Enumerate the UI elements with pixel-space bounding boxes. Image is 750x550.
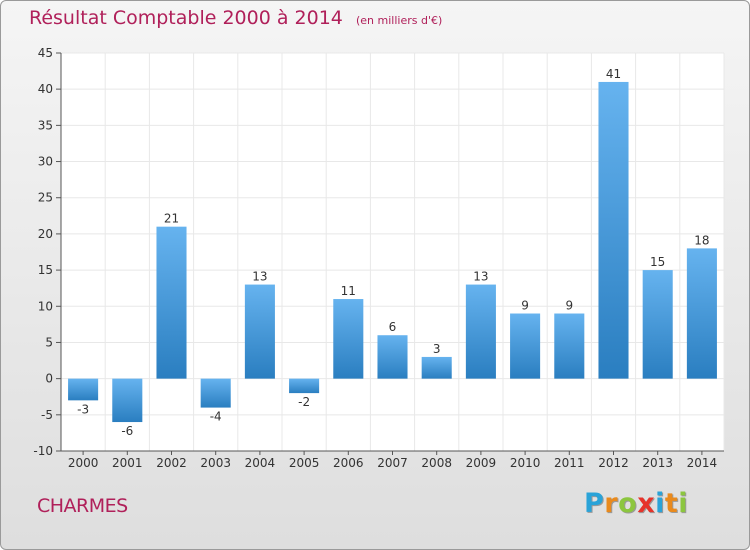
title-row: Résultat Comptable 2000 à 2014 (en milli… [29,7,442,29]
y-tick-label: -10 [33,444,53,458]
bar-2014 [686,248,717,379]
x-tick-label: 2014 [687,456,718,470]
value-label-2011: 9 [565,299,573,313]
axis-layer: -10 -5 0 5 10 15 20 25 30 35 40 45 2000 2001 2002 2003 2… [33,46,724,470]
y-tick-label: 30 [38,155,53,169]
value-label-2006: 11 [341,284,356,298]
y-tick-label: 35 [38,118,53,132]
y-tick-label: 20 [38,227,53,241]
value-label-2001: -6 [121,424,133,438]
bar-2006 [333,299,364,379]
logo-letter: x [637,488,656,519]
logo-letter: r [604,488,619,519]
y-tick-label: 10 [38,299,53,313]
value-label-2009: 13 [473,270,488,284]
x-tick-label: 2012 [598,456,629,470]
value-label-2004: 13 [252,270,267,284]
proxiti-logo: Proxiti [584,488,688,519]
bar-2011 [554,313,585,379]
logo-letter: o [618,488,638,519]
logo-letter: i [678,488,689,519]
x-tick-label: 2006 [333,456,364,470]
y-tick-label: 15 [38,263,53,277]
chart-title: Résultat Comptable 2000 à 2014 [29,7,343,29]
bar-2004 [244,284,275,379]
chart-subtitle: (en milliers d'€) [355,14,443,27]
bar-2009 [465,284,496,379]
bar-2013 [642,270,673,379]
bar-2003 [200,378,231,408]
value-label-2010: 9 [521,299,529,313]
x-tick-label: 2000 [68,456,99,470]
bar-2008 [421,356,452,379]
x-tick-label: 2008 [421,456,452,470]
x-tick-label: 2003 [200,456,231,470]
value-label-2014: 18 [694,233,709,247]
x-tick-label: 2013 [642,456,673,470]
x-tick-label: 2010 [510,456,541,470]
x-tick-label: 2002 [156,456,187,470]
y-tick-label: 0 [45,372,53,386]
value-label-2005: -2 [298,395,310,409]
x-tick-label: 2001 [112,456,143,470]
value-label-2002: 21 [164,212,179,226]
bar-2010 [510,313,541,379]
bar-2001 [112,378,143,423]
value-label-2003: -4 [210,410,222,424]
y-tick-label: 45 [38,46,53,60]
value-label-2007: 6 [389,320,397,334]
y-tick-label: 5 [45,335,53,349]
y-tick-label: -5 [41,408,53,422]
x-tick-label: 2007 [377,456,408,470]
value-label-2012: 41 [606,67,621,81]
bar-layer [68,81,717,423]
bar-2005 [289,378,320,394]
value-label-2008: 3 [433,342,441,356]
x-tick-label: 2005 [289,456,320,470]
bar-2000 [68,378,99,401]
x-tick-label: 2011 [554,456,585,470]
bar-2007 [377,335,408,379]
y-tick-label: 25 [38,191,53,205]
label-layer: -3 -6 21 -4 13 -2 11 6 3 13 9 9 41 15 18 [77,67,709,438]
x-tick-label: 2009 [466,456,497,470]
bar-2012 [598,81,629,379]
y-tick-label: 40 [38,82,53,96]
logo-letter: i [655,488,665,519]
value-label-2000: -3 [77,402,89,416]
bar-2002 [156,226,187,379]
logo-letter: t [664,488,679,519]
value-label-2013: 15 [650,255,665,269]
x-tick-label: 2004 [245,456,276,470]
logo-letter: P [584,488,605,519]
commune-name: CHARMES [37,495,128,517]
